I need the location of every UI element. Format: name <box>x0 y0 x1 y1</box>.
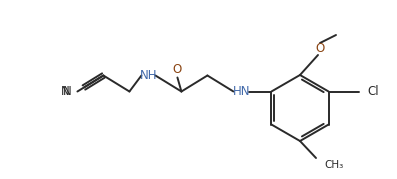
Text: Cl: Cl <box>368 85 379 98</box>
Text: N: N <box>61 85 69 98</box>
Text: O: O <box>173 63 182 76</box>
Text: O: O <box>315 42 325 54</box>
Text: N: N <box>63 85 72 98</box>
Text: HN: HN <box>233 85 250 98</box>
Text: CH₃: CH₃ <box>324 160 343 170</box>
Text: NH: NH <box>140 69 157 82</box>
